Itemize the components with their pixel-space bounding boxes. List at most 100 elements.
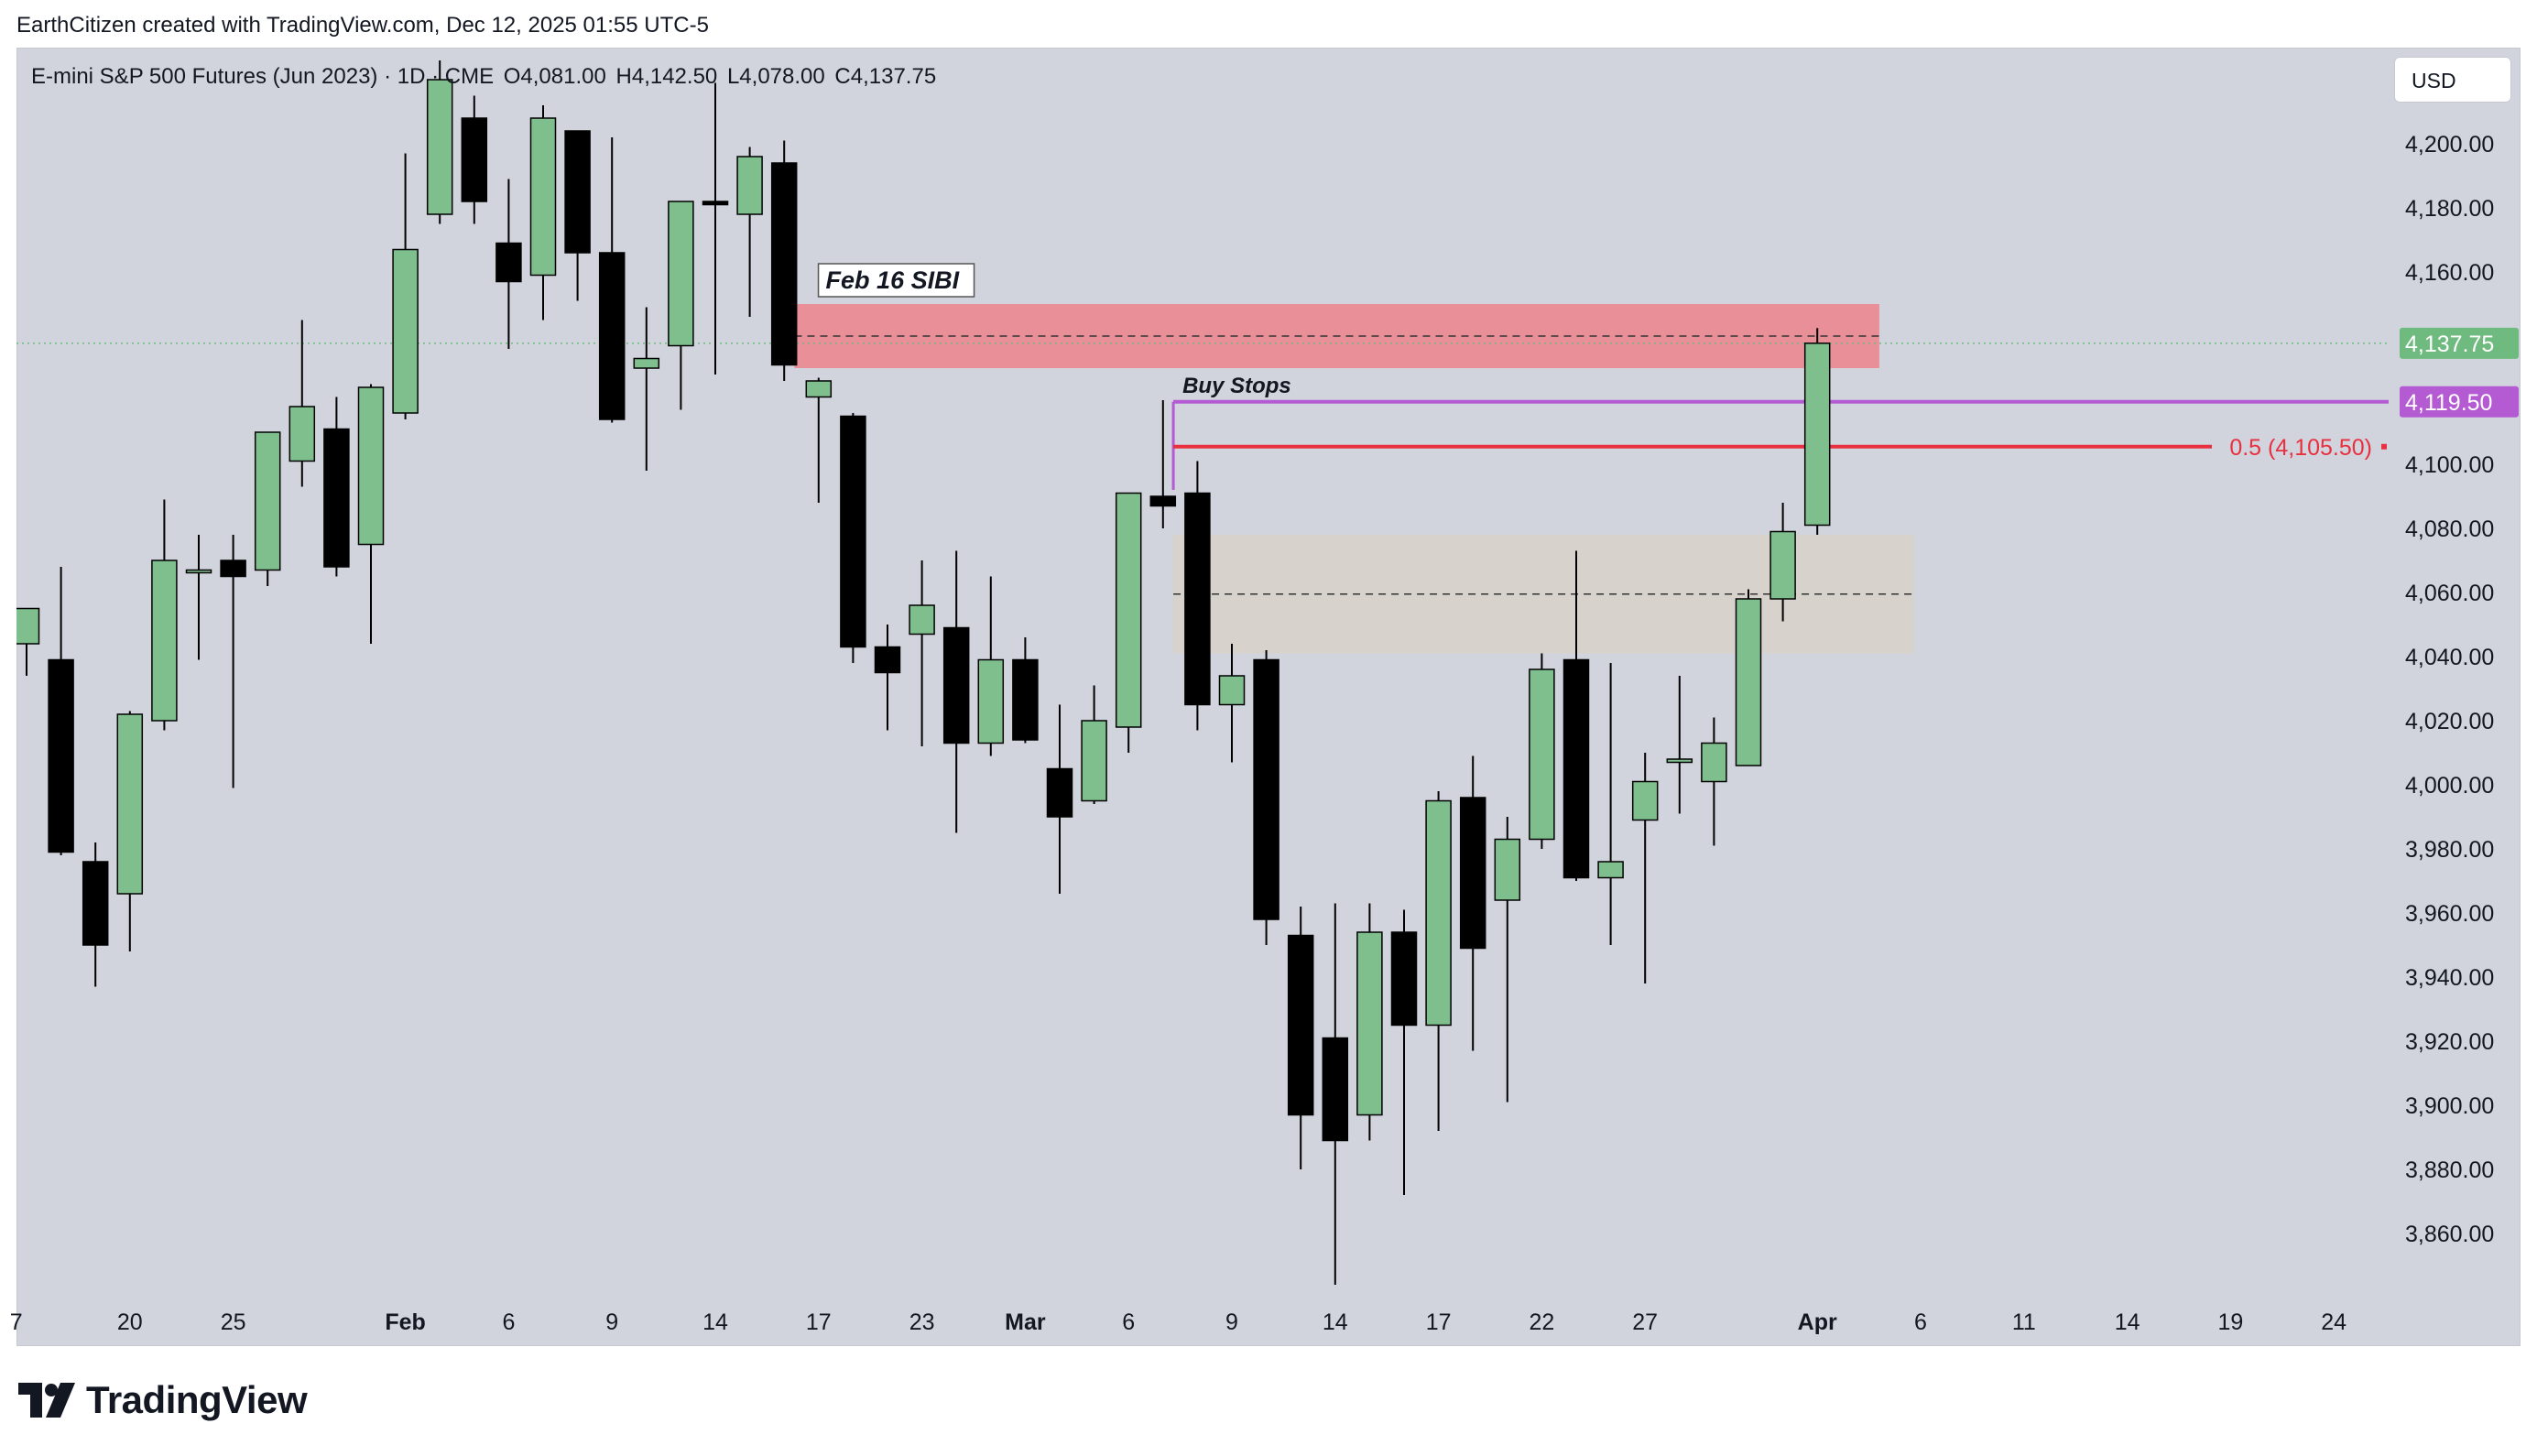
legend-symbol: E-mini S&P 500 Futures (Jun 2023) · 1D ·… <box>31 64 495 89</box>
candle-body <box>770 162 798 366</box>
candle <box>598 137 626 423</box>
candle-body <box>1356 931 1383 1116</box>
candle-body <box>392 248 419 414</box>
candle-body <box>48 658 74 853</box>
candle-body <box>116 713 144 895</box>
x-tick-label: 6 <box>1914 1309 1927 1335</box>
x-tick-label: 25 <box>221 1309 246 1335</box>
candle-body <box>426 79 453 215</box>
candle-body <box>185 569 212 574</box>
y-tick-label: 3,880.00 <box>2405 1157 2494 1183</box>
candle <box>1390 909 1418 1195</box>
candle-body <box>1322 1037 1349 1142</box>
candle <box>1597 663 1624 945</box>
candle <box>1735 589 1762 766</box>
x-tick-label: 6 <box>502 1309 515 1335</box>
candle <box>392 153 419 419</box>
candle-body <box>1529 668 1555 841</box>
candle <box>16 607 40 676</box>
y-tick-label: 3,920.00 <box>2405 1029 2494 1055</box>
candle <box>461 95 488 224</box>
candle <box>668 201 694 410</box>
candle-body <box>323 428 350 568</box>
legend-low: L4,078.00 <box>726 64 825 89</box>
candle <box>805 377 833 503</box>
candle-body <box>1562 658 1590 879</box>
y-tick-label: 3,860.00 <box>2405 1222 2494 1247</box>
candle-body <box>840 415 866 648</box>
candle <box>1631 753 1659 983</box>
candle <box>1115 492 1142 753</box>
candle-body <box>1012 658 1039 741</box>
candle <box>254 431 281 586</box>
candle-body <box>220 560 246 578</box>
candle <box>633 307 660 471</box>
candle <box>1425 791 1452 1131</box>
price-badge-label: 4,137.75 <box>2405 331 2494 357</box>
fib-label: 0.5 (4,105.50) <box>2229 435 2372 461</box>
y-tick-label: 4,100.00 <box>2405 452 2494 478</box>
candle <box>529 105 557 321</box>
candle <box>1218 644 1246 763</box>
legend-close: C4,137.75 <box>834 64 937 89</box>
candle-body <box>598 252 626 420</box>
y-tick-label: 4,060.00 <box>2405 581 2494 606</box>
plot-area: Feb 16 SIBI Buy Stops 0.5 (4,105.50) <box>16 60 2389 1285</box>
chart-credit: EarthCitizen created with TradingView.co… <box>16 13 709 38</box>
candle <box>1529 653 1555 849</box>
candle <box>1803 328 1831 535</box>
candle-body <box>1803 342 1831 527</box>
x-tick-label: 27 <box>1632 1309 1658 1335</box>
x-tick-label: 14 <box>702 1309 728 1335</box>
candle-body <box>289 406 316 462</box>
candle <box>220 535 246 788</box>
candle <box>1253 650 1279 945</box>
candle-body <box>16 607 40 645</box>
x-tick-label: 14 <box>2115 1309 2140 1335</box>
x-tick-label: 9 <box>1225 1309 1238 1335</box>
candle <box>909 560 935 746</box>
x-tick-label: 11 <box>2012 1309 2036 1335</box>
candle-body <box>1769 530 1796 600</box>
candle-body <box>805 380 833 398</box>
candle-body <box>1184 492 1211 706</box>
legend-high: H4,142.50 <box>615 64 718 89</box>
sibi-label-box <box>817 263 975 298</box>
symbol-legend: E-mini S&P 500 Futures (Jun 2023) · 1D ·… <box>31 64 940 90</box>
y-tick-label: 3,900.00 <box>2405 1093 2494 1119</box>
candlestick-chart[interactable]: Feb 16 SIBI Buy Stops 0.5 (4,105.50) 3,860.… <box>0 0 2537 1355</box>
candle-body <box>1666 758 1693 764</box>
last-price-badge <box>2400 327 2519 359</box>
candle <box>495 179 522 349</box>
candle <box>426 60 453 224</box>
candle <box>1666 676 1693 814</box>
candle <box>1012 637 1039 744</box>
x-tick-label: 7 <box>10 1309 23 1335</box>
legend-open: O4,081.00 <box>503 64 606 89</box>
candle-body <box>461 117 488 202</box>
candle <box>1322 903 1349 1285</box>
candle <box>1562 550 1590 881</box>
candle-body <box>1494 838 1521 901</box>
x-tick-label: 24 <box>2321 1309 2346 1335</box>
candle-body <box>977 658 1005 744</box>
x-tick-label: 20 <box>117 1309 143 1335</box>
candle-body <box>909 604 935 636</box>
currency-button[interactable]: USD <box>2394 57 2511 103</box>
candle-body <box>357 386 385 546</box>
buy-stops-label: Buy Stops <box>1182 374 1291 398</box>
price-badge-label: 4,119.50 <box>2405 390 2492 416</box>
candle-body <box>1218 675 1246 706</box>
candle-body <box>1701 742 1727 783</box>
candle <box>116 711 144 951</box>
candle <box>151 499 178 731</box>
x-tick-label: Apr <box>1798 1309 1837 1335</box>
candle-body <box>1149 495 1177 507</box>
candle-body <box>1253 658 1279 920</box>
candle <box>874 625 901 731</box>
y-tick-label: 4,020.00 <box>2405 709 2494 734</box>
candle-body <box>254 431 281 571</box>
candle-body <box>1631 780 1659 821</box>
y-tick-label: 4,040.00 <box>2405 645 2494 670</box>
candle <box>1184 461 1211 731</box>
